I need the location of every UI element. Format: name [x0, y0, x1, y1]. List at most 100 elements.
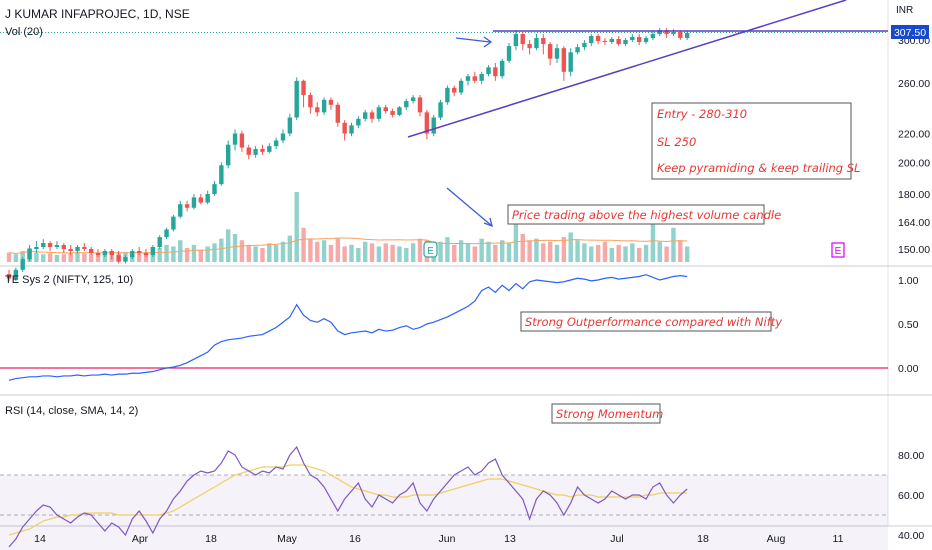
time-tick-label: 18: [697, 533, 709, 545]
rsi-tick-label: 40.00: [898, 530, 924, 542]
volume-bar: [157, 248, 162, 262]
price-tick-label: 220.00: [898, 129, 930, 141]
arrow-to-breakout[interactable]: [455, 36, 493, 48]
volume-bar: [376, 246, 382, 262]
volume-bar: [383, 243, 388, 262]
volume-bar: [335, 238, 340, 262]
candle-body: [219, 165, 224, 185]
candle-body: [561, 48, 567, 72]
candle-body: [273, 140, 279, 147]
rs-note-box[interactable]: Strong Outperformance compared with Nift…: [520, 311, 782, 332]
volume-bar: [369, 243, 375, 262]
candle-body: [308, 94, 313, 108]
volume-bar: [547, 241, 553, 262]
candle-body: [609, 38, 614, 43]
candle-body: [123, 257, 128, 262]
candle-body: [41, 243, 46, 247]
candle-body: [102, 251, 108, 256]
volume-bar: [294, 192, 299, 262]
trade-plan-box[interactable]: Entry - 280-310 SL 250 Keep pyramiding &…: [651, 102, 860, 180]
candle-body: [678, 32, 683, 38]
volume-label: Vol (20): [5, 26, 43, 38]
last-price-value: 307.50: [894, 27, 926, 39]
volume-bar: [568, 232, 573, 262]
candle-body: [89, 249, 94, 254]
candle-body: [157, 237, 162, 247]
candle-body: [424, 112, 430, 134]
candle-body: [301, 80, 306, 95]
volume-bar: [34, 252, 39, 262]
volume-bar: [657, 241, 662, 262]
volume-bar: [20, 251, 25, 262]
candle-body: [232, 133, 238, 145]
candle-body: [109, 251, 114, 256]
rs-line: [8, 274, 688, 381]
candle-body: [82, 246, 87, 249]
candle-body: [513, 34, 519, 47]
volume-bar: [184, 248, 190, 262]
earnings-badge-magenta[interactable]: E: [831, 242, 845, 258]
candle-body: [226, 144, 231, 166]
trade-plan-stoploss: SL 250: [657, 135, 696, 149]
candle-body: [143, 253, 149, 256]
candle-body: [54, 245, 60, 247]
candle-body: [363, 112, 368, 119]
rs-tick-label: 0.00: [898, 363, 919, 375]
volume-bar: [575, 240, 580, 262]
candle-body: [684, 33, 690, 38]
volume-layer: [6, 192, 690, 262]
arrow-to-volume-candle[interactable]: [446, 187, 493, 228]
volume-bar: [582, 243, 587, 262]
earnings-badge-green[interactable]: E: [423, 241, 438, 258]
candle-body: [335, 104, 340, 123]
volume-bar: [417, 238, 423, 262]
volume-bar: [260, 248, 265, 262]
candle-body: [534, 37, 539, 49]
candle-body: [431, 117, 436, 134]
volume-bar: [486, 241, 491, 262]
volume-bar: [630, 243, 635, 262]
time-tick-label: Jul: [610, 533, 623, 545]
rising-support-trendline[interactable]: [407, 0, 847, 138]
volume-bar: [541, 243, 546, 262]
candle-body: [171, 216, 176, 230]
candle-body: [184, 204, 190, 208]
volume-bar: [82, 253, 87, 262]
volume-bar: [664, 246, 669, 262]
volume-bar: [465, 243, 471, 262]
candle-body: [500, 60, 505, 77]
volume-bar: [458, 240, 464, 262]
candle-body: [410, 97, 416, 102]
volume-bar: [61, 254, 66, 262]
candle-body: [116, 255, 121, 262]
candle-body: [637, 36, 642, 43]
candle-layer: [6, 28, 690, 281]
time-tick-label: Jun: [439, 533, 456, 545]
candle-body: [575, 47, 580, 53]
candle-body: [136, 251, 142, 254]
volume-bar: [404, 248, 409, 262]
candle-body: [13, 269, 19, 279]
price-tick-label: 164.00: [898, 217, 930, 229]
candle-body: [630, 36, 635, 40]
candle-body: [520, 34, 525, 45]
volume-bar: [589, 246, 594, 262]
volume-bar: [136, 253, 142, 262]
candle-body: [34, 246, 39, 249]
rsi-note-box[interactable]: Strong Momentum: [551, 403, 663, 424]
price-tick-label: 180.00: [898, 189, 930, 201]
candle-body: [205, 194, 210, 203]
price-tick-label: 150.00: [898, 244, 930, 256]
candle-body: [27, 249, 32, 260]
volume-bar: [595, 244, 601, 262]
volume-bar: [198, 249, 203, 262]
candle-body: [664, 30, 669, 35]
volume-bar: [75, 251, 80, 262]
candle-body: [321, 99, 327, 113]
candle-body: [75, 246, 80, 252]
volume-note-box[interactable]: Price trading above the highest volume c…: [507, 204, 781, 225]
candle-body: [582, 43, 587, 48]
time-tick-label: 16: [349, 533, 361, 545]
svg-text:E: E: [835, 246, 842, 257]
